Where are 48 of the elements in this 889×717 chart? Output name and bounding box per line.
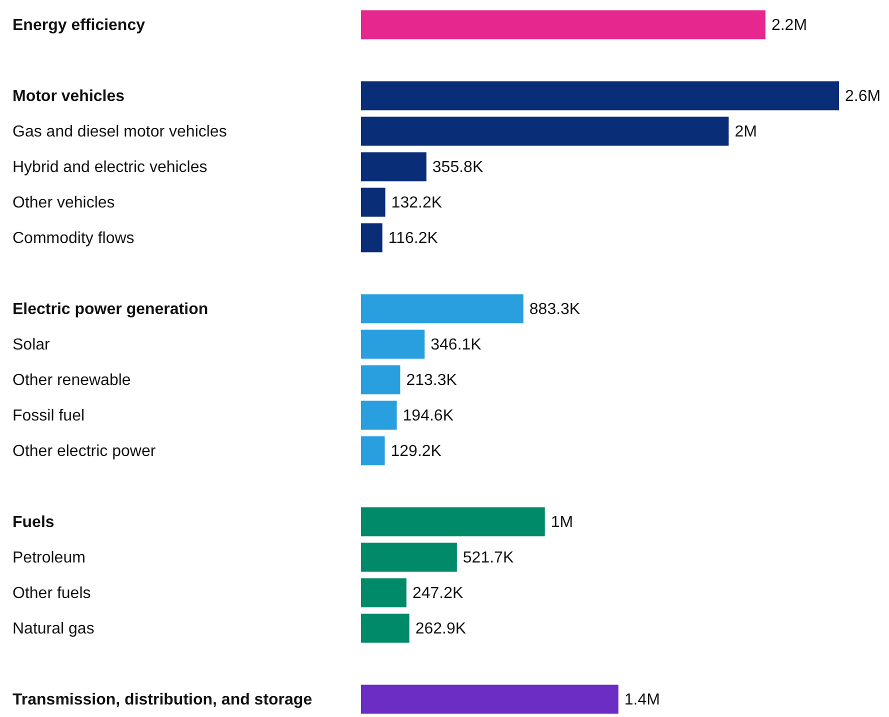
y-tick-label: Gas and diesel motor vehicles — [12, 123, 227, 140]
bar — [361, 684, 618, 714]
bar — [361, 330, 425, 359]
y-tick-label: Electric power generation — [12, 300, 208, 318]
data-label: 2M — [734, 123, 757, 140]
data-label: 346.1K — [430, 336, 482, 354]
data-label: 247.2K — [412, 584, 464, 602]
data-label: 2.2M — [771, 16, 808, 34]
bar — [361, 400, 397, 430]
data-label: 521.7K — [462, 549, 514, 566]
bar — [361, 507, 545, 536]
y-tick-label: Petroleum — [12, 549, 86, 566]
y-tick-label: Other electric power — [12, 442, 156, 460]
y-tick-label: Transmission, distribution, and storage — [12, 691, 312, 708]
bar — [361, 116, 729, 146]
bar — [361, 81, 839, 110]
bar — [361, 614, 410, 643]
data-label: 129.2K — [390, 442, 442, 460]
bar — [361, 188, 386, 217]
bar — [361, 294, 524, 324]
y-tick-label: Hybrid and electric vehicles — [12, 158, 208, 176]
y-tick-label: Fossil fuel — [12, 407, 85, 424]
data-label: 1M — [550, 514, 574, 531]
bar — [361, 578, 406, 608]
data-label: 262.9K — [415, 620, 466, 638]
data-label: 883.3K — [529, 300, 580, 318]
y-tick-label: Energy efficiency — [12, 16, 146, 34]
bar — [361, 152, 426, 182]
y-tick-label: Commodity flows — [12, 230, 134, 247]
bar — [361, 365, 400, 394]
bar — [361, 223, 382, 252]
y-tick-label: Other vehicles — [12, 194, 115, 212]
y-tick-label: Motor vehicles — [12, 88, 125, 105]
y-tick-label: Natural gas — [12, 620, 94, 638]
bar — [361, 10, 766, 40]
data-label: 355.8K — [432, 158, 484, 176]
y-tick-label: Other fuels — [12, 584, 91, 602]
data-label: 116.2K — [388, 230, 438, 247]
bar — [361, 436, 385, 466]
data-label: 132.2K — [391, 194, 442, 212]
data-label: 213.3K — [406, 372, 458, 389]
data-label: 2.6M — [845, 88, 881, 105]
bar — [361, 542, 457, 572]
y-tick-label: Solar — [12, 336, 51, 354]
y-tick-label: Fuels — [12, 514, 54, 531]
data-label: 1.4M — [624, 691, 660, 708]
y-tick-label: Other renewable — [12, 372, 131, 389]
data-label: 194.6K — [402, 407, 454, 424]
